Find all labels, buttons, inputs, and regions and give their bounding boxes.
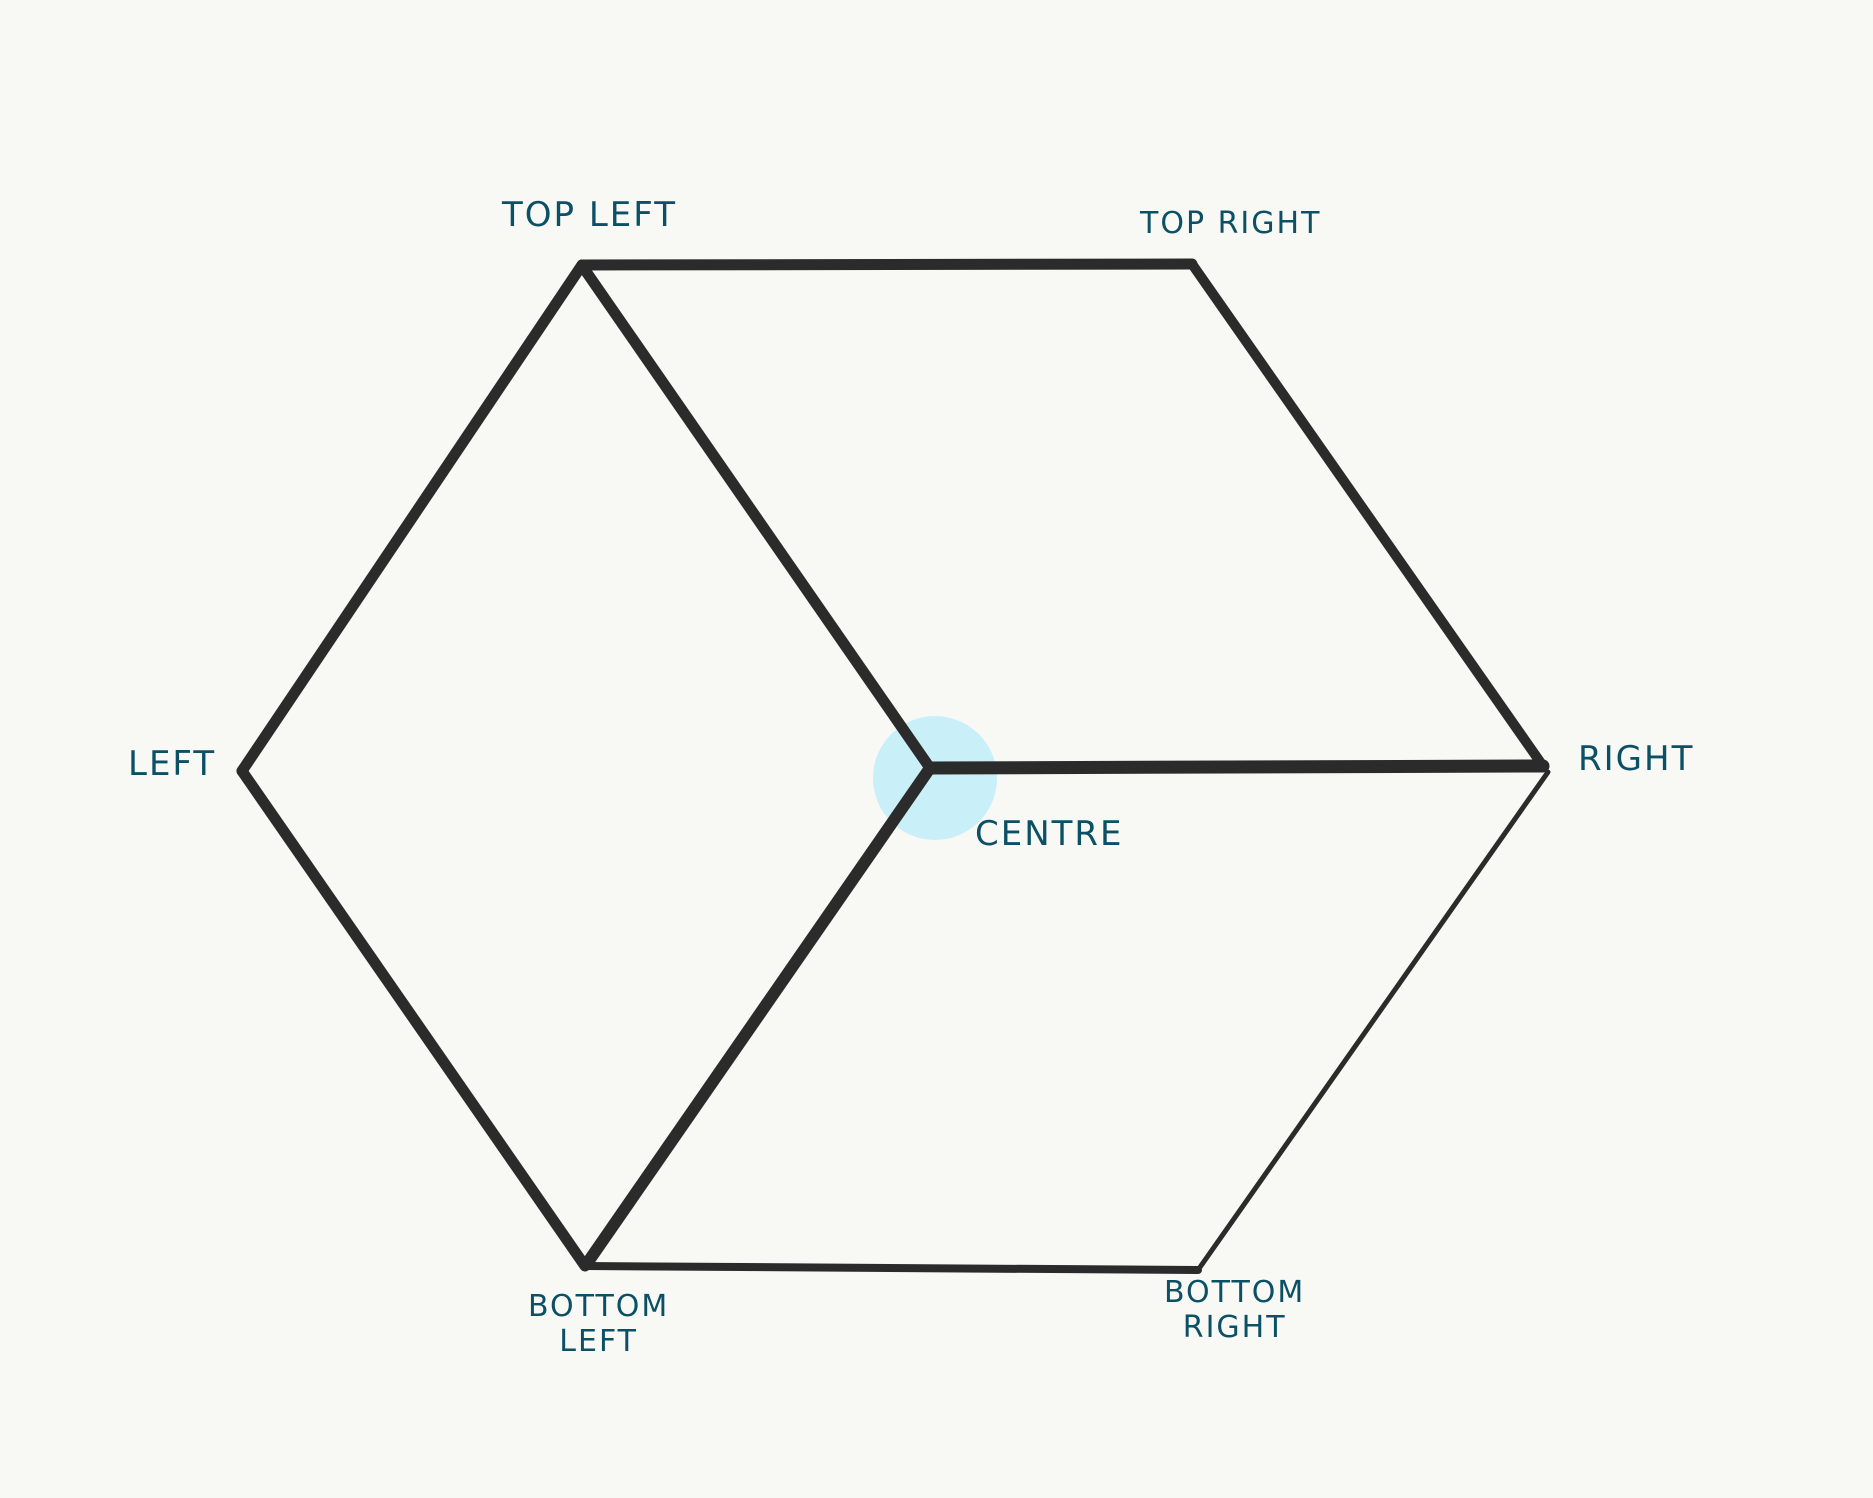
edge-bottom	[581, 1262, 1202, 1274]
label-bottom-right: BOTTOM RIGHT	[1164, 1275, 1306, 1345]
label-bottom-left-line2: LEFT	[559, 1323, 639, 1359]
edge-top	[576, 258, 1198, 271]
edge-centre-to-bottom-left	[582, 762, 936, 1268]
edge-bottom-left-to-left	[236, 765, 591, 1272]
edge-centre-to-right	[923, 759, 1550, 775]
label-top-left: TOP LEFT	[502, 195, 677, 235]
label-bottom-right-line2: RIGHT	[1182, 1309, 1287, 1345]
label-top-right: TOP RIGHT	[1140, 206, 1322, 241]
label-right: RIGHT	[1578, 739, 1695, 779]
edge-right-to-bottom-right	[1195, 769, 1551, 1273]
edge-left-to-top-left	[236, 259, 588, 777]
label-centre: CENTRE	[975, 814, 1124, 854]
label-bottom-right-line1: BOTTOM	[1164, 1275, 1306, 1310]
label-left: LEFT	[128, 744, 217, 784]
label-bottom-left-line1: BOTTOM	[528, 1289, 670, 1324]
label-bottom-left: BOTTOM LEFT	[528, 1289, 670, 1359]
edge-top-left-to-centre	[579, 264, 936, 774]
edge-top-right-to-right	[1187, 259, 1548, 771]
